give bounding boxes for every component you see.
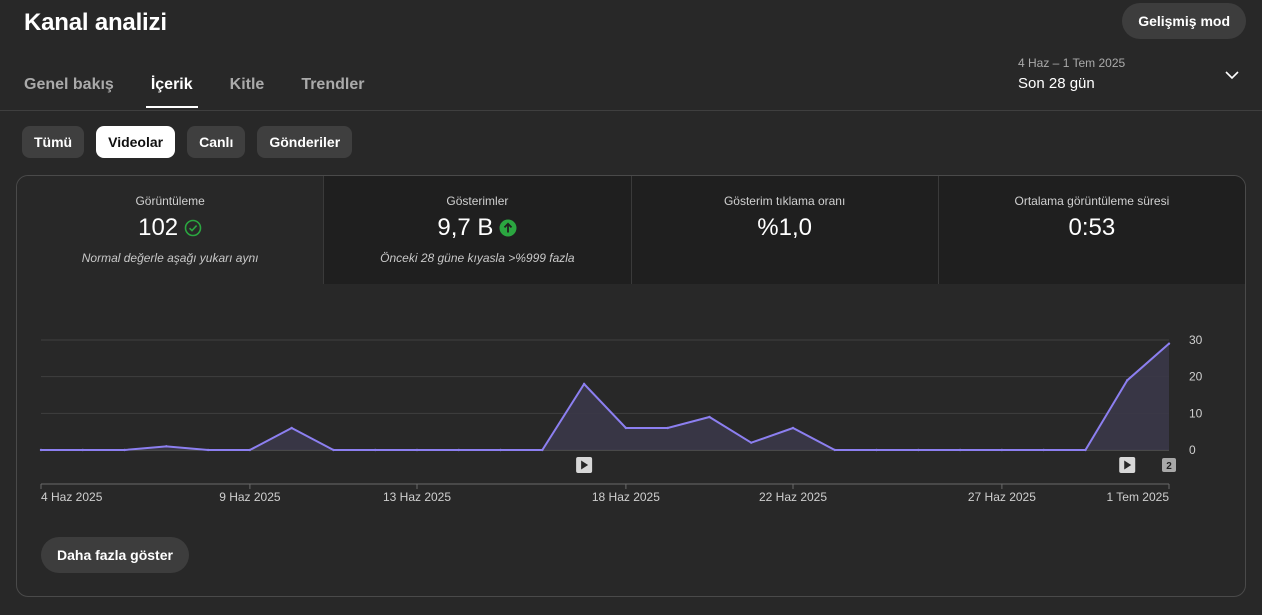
show-more-button[interactable]: Daha fazla göster <box>41 537 189 573</box>
views-line-chart: 0 10 20 30 2 4 Haz 2025 9 Haz 2025 13 Haz 2025 1… <box>39 333 1203 504</box>
data-point <box>415 448 419 452</box>
data-point <box>1084 448 1087 452</box>
filter-all-chip[interactable]: Tümü <box>22 126 85 158</box>
series-area <box>41 343 1169 450</box>
data-point <box>541 448 544 452</box>
data-point <box>750 441 753 444</box>
y-tick-label: 30 <box>1189 333 1203 347</box>
metric-value-row: 9,7 B <box>324 214 630 242</box>
play-icon <box>581 460 589 470</box>
data-point <box>791 426 795 430</box>
metric-name: Ortalama görüntüleme süresi <box>1014 194 1170 208</box>
data-point <box>582 382 586 386</box>
y-tick-label: 20 <box>1189 370 1203 384</box>
date-range-dates: 4 Haz – 1 Tem 2025 <box>1018 56 1126 70</box>
metric-note: Normal değerle aşağı yukarı aynı <box>81 251 259 265</box>
metric-avg-view-duration[interactable]: Ortalama görüntüleme süresi 0:53 <box>938 176 1245 284</box>
x-tick-label: 9 Haz 2025 <box>219 490 281 504</box>
header-divider <box>0 110 1262 111</box>
data-point <box>624 426 628 430</box>
y-tick-label: 0 <box>1189 443 1196 457</box>
metric-value-row: %1,0 <box>632 214 938 242</box>
metric-name: Görüntüleme <box>135 194 205 208</box>
series-line <box>41 342 1170 451</box>
data-point <box>708 415 711 419</box>
x-tick-label: 13 Haz 2025 <box>383 490 451 504</box>
x-tick-label: 18 Haz 2025 <box>592 490 660 504</box>
tab-bar: Genel bakış İçerik Kitle Trendler <box>24 68 401 108</box>
metric-value: 9,7 B <box>437 214 494 241</box>
data-point <box>1167 342 1171 345</box>
tab-overview[interactable]: Genel bakış <box>24 76 114 93</box>
tab-audience[interactable]: Kitle <box>229 76 265 93</box>
data-point <box>374 448 377 452</box>
data-point <box>457 448 460 452</box>
data-point <box>833 448 836 452</box>
chevron-down-icon[interactable] <box>1224 67 1240 83</box>
x-tick-label: 22 Haz 2025 <box>759 490 827 504</box>
metric-note: Önceki 28 güne kıyasla >%999 fazla <box>380 251 575 265</box>
data-point <box>1126 379 1129 382</box>
filter-live-chip[interactable]: Canlı <box>187 126 246 158</box>
data-point <box>206 448 210 452</box>
metric-tabs: Görüntüleme 102 Normal değerle aşağı yuk… <box>17 176 1245 284</box>
metric-impressions[interactable]: Gösterimler 9,7 B Önceki 28 güne kıyasla… <box>324 176 632 284</box>
metric-name: Gösterimler <box>446 194 509 208</box>
metric-name: Gösterim tıklama oranı <box>723 194 846 208</box>
metric-value: %1,0 <box>757 214 812 241</box>
data-point <box>81 448 84 452</box>
advanced-mode-button[interactable]: Gelişmiş mod <box>1122 3 1246 39</box>
tab-trends[interactable]: Trendler <box>301 76 365 93</box>
x-tick-label: 4 Haz 2025 <box>41 490 103 504</box>
data-point <box>123 448 126 452</box>
metric-value-row: 0:53 <box>939 214 1245 242</box>
data-point <box>917 448 920 452</box>
video-count-marker <box>1162 458 1176 472</box>
arrow-up-circle-icon <box>499 219 517 237</box>
metric-value: 0:53 <box>1068 214 1116 241</box>
filter-videos-chip[interactable]: Videolar <box>96 126 176 158</box>
check-circle-icon <box>184 219 202 237</box>
y-tick-label: 10 <box>1189 406 1203 420</box>
data-point <box>666 426 669 430</box>
data-point <box>958 448 962 452</box>
metric-value: 102 <box>138 214 179 241</box>
data-point <box>499 448 502 452</box>
data-point <box>1042 448 1045 452</box>
data-point <box>248 448 252 452</box>
x-tick-label: 1 Tem 2025 <box>1107 490 1170 504</box>
video-count-label: 2 <box>1166 461 1172 472</box>
filter-posts-chip[interactable]: Gönderiler <box>257 126 353 158</box>
data-point <box>1000 448 1004 452</box>
content-filter-chips: Tümü Videolar Canlı Gönderiler <box>22 126 353 158</box>
data-point <box>290 426 293 430</box>
data-point <box>332 448 335 452</box>
play-icon <box>1124 460 1132 470</box>
data-point <box>39 448 43 452</box>
metric-views[interactable]: Görüntüleme 102 Normal değerle aşağı yuk… <box>17 176 325 284</box>
date-range-selector[interactable]: 4 Haz – 1 Tem 2025 Son 28 gün <box>1018 56 1125 92</box>
data-point <box>165 445 168 448</box>
x-tick-label: 27 Haz 2025 <box>968 490 1036 504</box>
date-range-label: Son 28 gün <box>1018 75 1095 92</box>
page-title: Kanal analizi <box>24 9 167 36</box>
metric-ctr[interactable]: Gösterim tıklama oranı %1,0 <box>631 176 939 284</box>
tab-content[interactable]: İçerik <box>145 76 198 108</box>
metric-value-row: 102 <box>17 214 323 242</box>
analytics-card: Görüntüleme 102 Normal değerle aşağı yuk… <box>16 175 1246 597</box>
data-point <box>875 448 878 452</box>
